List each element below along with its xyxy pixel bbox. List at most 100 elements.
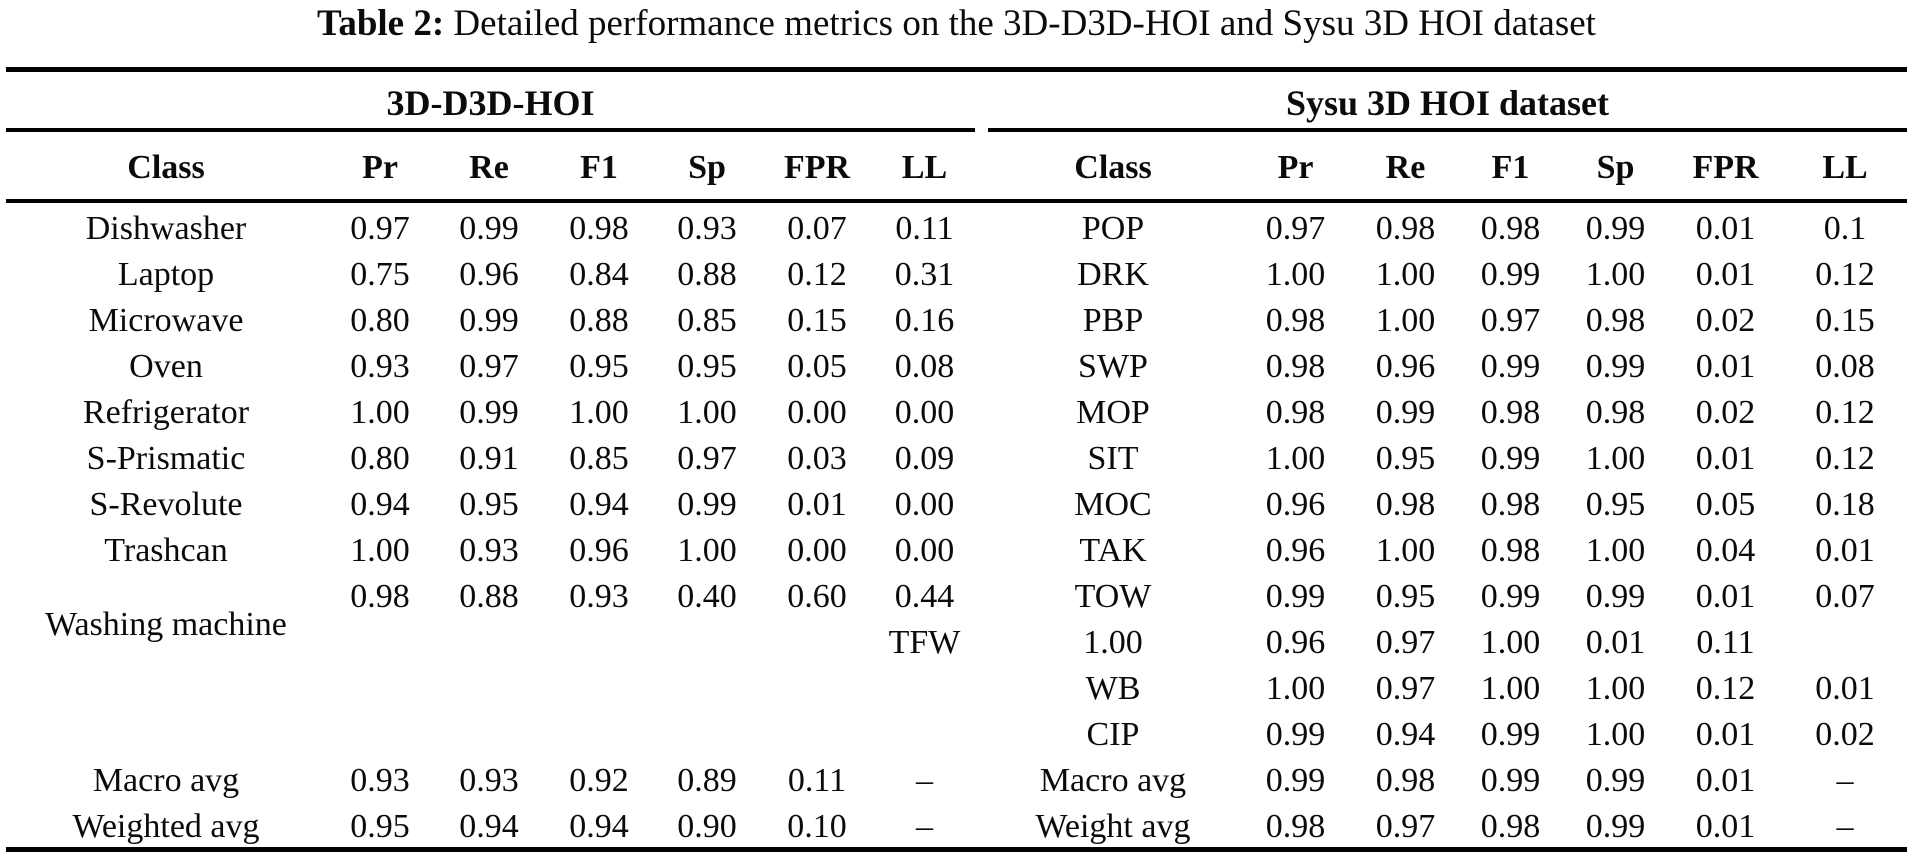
value-cell: 0.16 xyxy=(894,302,955,339)
value-cell: 0.93 xyxy=(677,210,737,247)
value-cell: 1.00 xyxy=(1375,302,1436,339)
value-cell: 0.96 xyxy=(1265,486,1326,523)
value-cell: 0.18 xyxy=(1815,486,1875,523)
table-row: WB 1.00 0.97 1.00 1.00 0.12 0.01 xyxy=(988,666,1907,712)
value-cell xyxy=(654,712,760,758)
value-cell: 0.75 xyxy=(350,256,410,293)
value-cell xyxy=(434,712,544,758)
class-cell: S-Prismatic xyxy=(86,440,246,477)
value-cell: 0.05 xyxy=(1695,486,1756,523)
value-cell xyxy=(544,712,654,758)
value-cell: 0.84 xyxy=(569,256,629,293)
value-cell: 0.98 xyxy=(1480,532,1541,569)
bottom-rule xyxy=(6,847,1907,852)
value-cell: 0.01 xyxy=(1585,624,1646,661)
value-cell: 0.90 xyxy=(677,808,737,845)
table-row: Trashcan 1.00 0.93 0.96 1.00 0.00 0.00 xyxy=(6,528,975,574)
value-cell: 0.03 xyxy=(787,440,847,477)
table-row: TOW 0.99 0.95 0.99 0.99 0.01 0.07 xyxy=(988,574,1907,620)
value-cell: 0.98 xyxy=(1480,210,1541,247)
value-cell: 0.97 xyxy=(677,440,737,477)
value-cell: 1.00 xyxy=(1585,716,1646,753)
class-cell: POP xyxy=(1081,210,1145,247)
column-header-class: Class xyxy=(1074,149,1152,186)
value-cell xyxy=(760,666,874,712)
value-cell: 1.00 xyxy=(1265,670,1326,707)
value-cell: 0.93 xyxy=(459,762,519,799)
value-cell: – xyxy=(1836,762,1854,799)
value-cell: 0.98 xyxy=(1480,486,1541,523)
value-cell: 1.00 xyxy=(1585,440,1646,477)
value-cell: 0.97 xyxy=(1265,210,1326,247)
value-cell: 0.93 xyxy=(459,532,519,569)
value-cell: 0.1 xyxy=(1823,210,1867,247)
value-cell: 0.12 xyxy=(1815,256,1875,293)
class-cell: Macro avg xyxy=(92,762,240,799)
column-header-sp: Sp xyxy=(1596,149,1635,186)
column-header-ll: LL xyxy=(1822,149,1868,186)
value-cell: 0.97 xyxy=(1375,624,1436,661)
value-cell: – xyxy=(916,762,933,799)
value-cell: 0.95 xyxy=(1375,440,1436,477)
right-group-header: Sysu 3D HOI dataset xyxy=(1285,83,1610,123)
value-cell: 0.97 xyxy=(1375,670,1436,707)
column-header-re: Re xyxy=(469,149,509,186)
value-cell: 0.01 xyxy=(1695,762,1756,799)
value-cell: 1.00 xyxy=(1265,256,1326,293)
value-cell: 1.00 xyxy=(569,394,629,431)
value-cell: 0.12 xyxy=(1815,394,1875,431)
value-cell: 0.00 xyxy=(787,532,847,569)
table-row: PBP 0.98 1.00 0.97 0.98 0.02 0.15 xyxy=(988,298,1907,344)
value-cell: 0.96 xyxy=(1265,624,1326,661)
value-cell xyxy=(326,666,434,712)
value-cell: 0.80 xyxy=(350,302,410,339)
table-row: DRK 1.00 1.00 0.99 1.00 0.01 0.12 xyxy=(988,252,1907,298)
value-cell: 0.99 xyxy=(1480,578,1541,615)
class-cell: MOC xyxy=(1074,486,1152,523)
table-row: Laptop 0.75 0.96 0.84 0.88 0.12 0.31 xyxy=(6,252,975,298)
class-cell: Dishwasher xyxy=(85,210,247,247)
value-cell: 0.12 xyxy=(1695,670,1756,707)
value-cell: 0.00 xyxy=(787,394,847,431)
value-cell: 0.99 xyxy=(459,394,519,431)
value-cell: 1.00 xyxy=(1480,670,1541,707)
table-row: SIT 1.00 0.95 0.99 1.00 0.01 0.12 xyxy=(988,436,1907,482)
class-cell: S-Revolute xyxy=(89,486,243,523)
value-cell: 0.01 xyxy=(1695,440,1756,477)
value-cell: 1.00 xyxy=(677,394,737,431)
value-cell: 0.93 xyxy=(350,762,410,799)
table-caption: Table 2: Detailed performance metrics on… xyxy=(0,0,1913,48)
class-cell: Trashcan xyxy=(104,532,228,569)
value-cell: 0.00 xyxy=(894,532,955,569)
value-cell: 0.94 xyxy=(1375,716,1436,753)
value-cell: 0.98 xyxy=(1375,486,1436,523)
value-cell: 0.99 xyxy=(1265,762,1326,799)
value-cell: 0.96 xyxy=(459,256,519,293)
value-cell: 0.98 xyxy=(1265,808,1326,845)
table-row: CIP 0.99 0.94 0.99 1.00 0.01 0.02 xyxy=(988,712,1907,758)
value-cell: 0.99 xyxy=(1480,762,1541,799)
value-cell: 0.98 xyxy=(1375,210,1436,247)
value-cell xyxy=(326,712,434,758)
value-cell: 0.85 xyxy=(677,302,737,339)
value-cell: 0.97 xyxy=(459,348,519,385)
value-cell xyxy=(654,620,760,666)
value-cell: 0.95 xyxy=(569,348,629,385)
value-cell: 0.12 xyxy=(787,256,847,293)
value-cell xyxy=(326,620,434,666)
table-row: POP 0.97 0.98 0.98 0.99 0.01 0.1 xyxy=(988,206,1907,252)
class-cell: Macro avg xyxy=(1039,762,1187,799)
value-cell: 0.99 xyxy=(1585,808,1646,845)
column-header-class: Class xyxy=(127,149,205,186)
value-cell: 0.91 xyxy=(459,440,519,477)
value-cell: 0.80 xyxy=(350,440,410,477)
value-cell: 0.99 xyxy=(1585,210,1646,247)
class-cell: DRK xyxy=(1077,256,1149,293)
value-cell: 1.00 xyxy=(1265,440,1326,477)
value-cell: 0.94 xyxy=(569,808,629,845)
table-row: Macro avg 0.93 0.93 0.92 0.89 0.11 – xyxy=(6,758,975,804)
value-cell xyxy=(1783,620,1907,666)
value-cell: 0.88 xyxy=(459,578,519,615)
value-cell xyxy=(760,712,874,758)
